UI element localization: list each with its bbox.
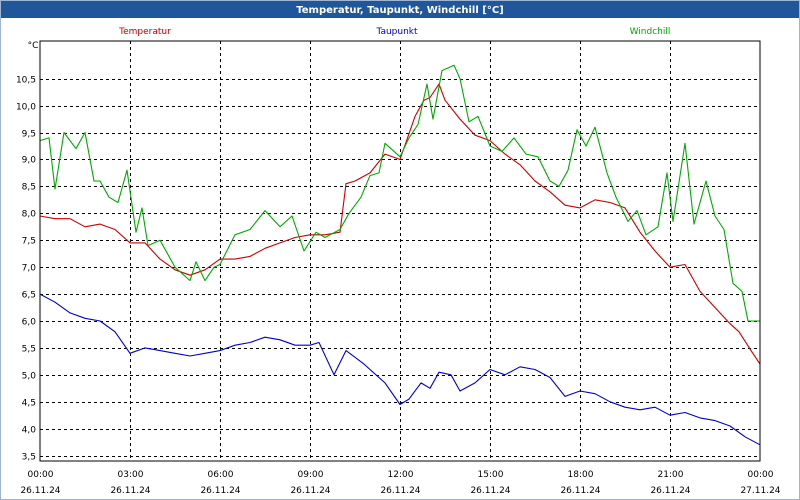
series-line-taupunkt <box>39 293 761 446</box>
y-tick-label: 4,5 <box>22 399 36 409</box>
x-tick-time-label: 12:00 <box>388 470 414 480</box>
series-line-temperatur <box>39 83 761 365</box>
x-tick-time-label: 15:00 <box>478 470 504 480</box>
x-tick-date-label: 26.11.24 <box>470 486 510 496</box>
y-tick-label: 3,5 <box>22 453 36 463</box>
y-tick-label: 5,5 <box>22 345 36 355</box>
x-tick-time-label: 00:00 <box>28 470 54 480</box>
series-line-windchill <box>39 64 760 322</box>
y-tick-label: 6,5 <box>22 291 36 301</box>
y-axis-ticks: 3,5 4,0 4,5 5,0 5,5 6,0 6,5 7,0 7,5 8,0 8,5 9,0 9,5 1… <box>16 76 36 463</box>
y-tick-label: 7,0 <box>22 264 37 274</box>
x-tick-date-label: 27.11.24 <box>740 486 780 496</box>
legend-taupunkt: Taupunkt <box>375 27 418 37</box>
y-tick-label: 4,0 <box>22 426 37 436</box>
y-tick-label: 5,0 <box>22 372 37 382</box>
x-tick-date-label: 26.11.24 <box>380 486 420 496</box>
y-axis-unit-label: °C <box>28 41 39 51</box>
series-group <box>39 64 761 446</box>
x-tick-date-label: 26.11.24 <box>560 486 600 496</box>
x-tick-date-label: 26.11.24 <box>20 486 60 496</box>
x-tick-time-label: 06:00 <box>208 470 234 480</box>
x-tick-time-label: 09:00 <box>298 470 324 480</box>
legend-temperatur: Temperatur <box>118 27 171 37</box>
x-tick-date-label: 26.11.24 <box>200 486 240 496</box>
title-bar <box>0 0 800 18</box>
y-tick-label: 9,5 <box>22 130 36 140</box>
grid <box>40 41 760 461</box>
y-tick-label: 8,0 <box>22 210 37 220</box>
plot-border <box>39 40 761 462</box>
x-tick-time-label: 03:00 <box>118 470 144 480</box>
y-tick-label: 9,0 <box>22 156 37 166</box>
y-tick-label: 8,5 <box>22 183 36 193</box>
y-tick-label: 7,5 <box>22 237 36 247</box>
x-tick-date-label: 26.11.24 <box>650 486 690 496</box>
x-tick-time-label: 18:00 <box>568 470 594 480</box>
x-tick-date-label: 26.11.24 <box>290 486 330 496</box>
y-tick-label: 10,0 <box>16 103 36 113</box>
x-axis-ticks: 00:00 26.11.24 03:00 26.11.24 06:00 26.11.24 0… <box>20 470 780 496</box>
x-tick-time-label: 21:00 <box>658 470 684 480</box>
legend-windchill: Windchill <box>630 27 671 37</box>
y-tick-label: 6,0 <box>22 318 37 328</box>
chart-title: Temperatur, Taupunkt, Windchill [°C] <box>296 5 504 16</box>
x-tick-time-label: 00:00 <box>748 470 774 480</box>
x-tick-date-label: 26.11.24 <box>110 486 150 496</box>
y-tick-label: 10,5 <box>16 76 36 86</box>
